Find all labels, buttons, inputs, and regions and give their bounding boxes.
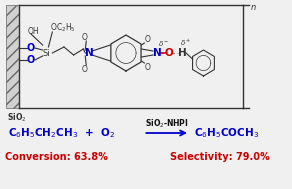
Text: O: O xyxy=(27,43,35,53)
Text: $\delta^-$: $\delta^-$ xyxy=(158,39,169,47)
Text: O: O xyxy=(81,33,87,42)
Text: n: n xyxy=(251,3,256,12)
Text: Conversion: 63.8%: Conversion: 63.8% xyxy=(5,152,108,162)
Text: O: O xyxy=(144,63,150,71)
FancyArrowPatch shape xyxy=(146,130,185,136)
Text: O: O xyxy=(27,55,35,65)
Text: O: O xyxy=(144,35,150,43)
Text: $\delta^+$: $\delta^+$ xyxy=(180,38,192,48)
Text: Selectivity: 79.0%: Selectivity: 79.0% xyxy=(170,152,269,162)
Text: SiO$_2$: SiO$_2$ xyxy=(7,111,26,123)
Text: OC$_2$H$_5$: OC$_2$H$_5$ xyxy=(51,22,76,34)
Text: C$_6$H$_5$CH$_2$CH$_3$  +  O$_2$: C$_6$H$_5$CH$_2$CH$_3$ + O$_2$ xyxy=(8,126,115,140)
Bar xyxy=(6,5,19,108)
Text: N: N xyxy=(153,48,161,58)
Text: N: N xyxy=(85,48,93,58)
Text: O: O xyxy=(81,64,87,74)
Text: SiO$_2$-NHPI: SiO$_2$-NHPI xyxy=(145,118,189,130)
Text: Si: Si xyxy=(43,49,50,57)
Text: H: H xyxy=(178,48,187,58)
Text: C$_6$H$_5$COCH$_3$: C$_6$H$_5$COCH$_3$ xyxy=(194,126,259,140)
Text: OH: OH xyxy=(27,28,39,36)
Text: O: O xyxy=(164,48,173,58)
